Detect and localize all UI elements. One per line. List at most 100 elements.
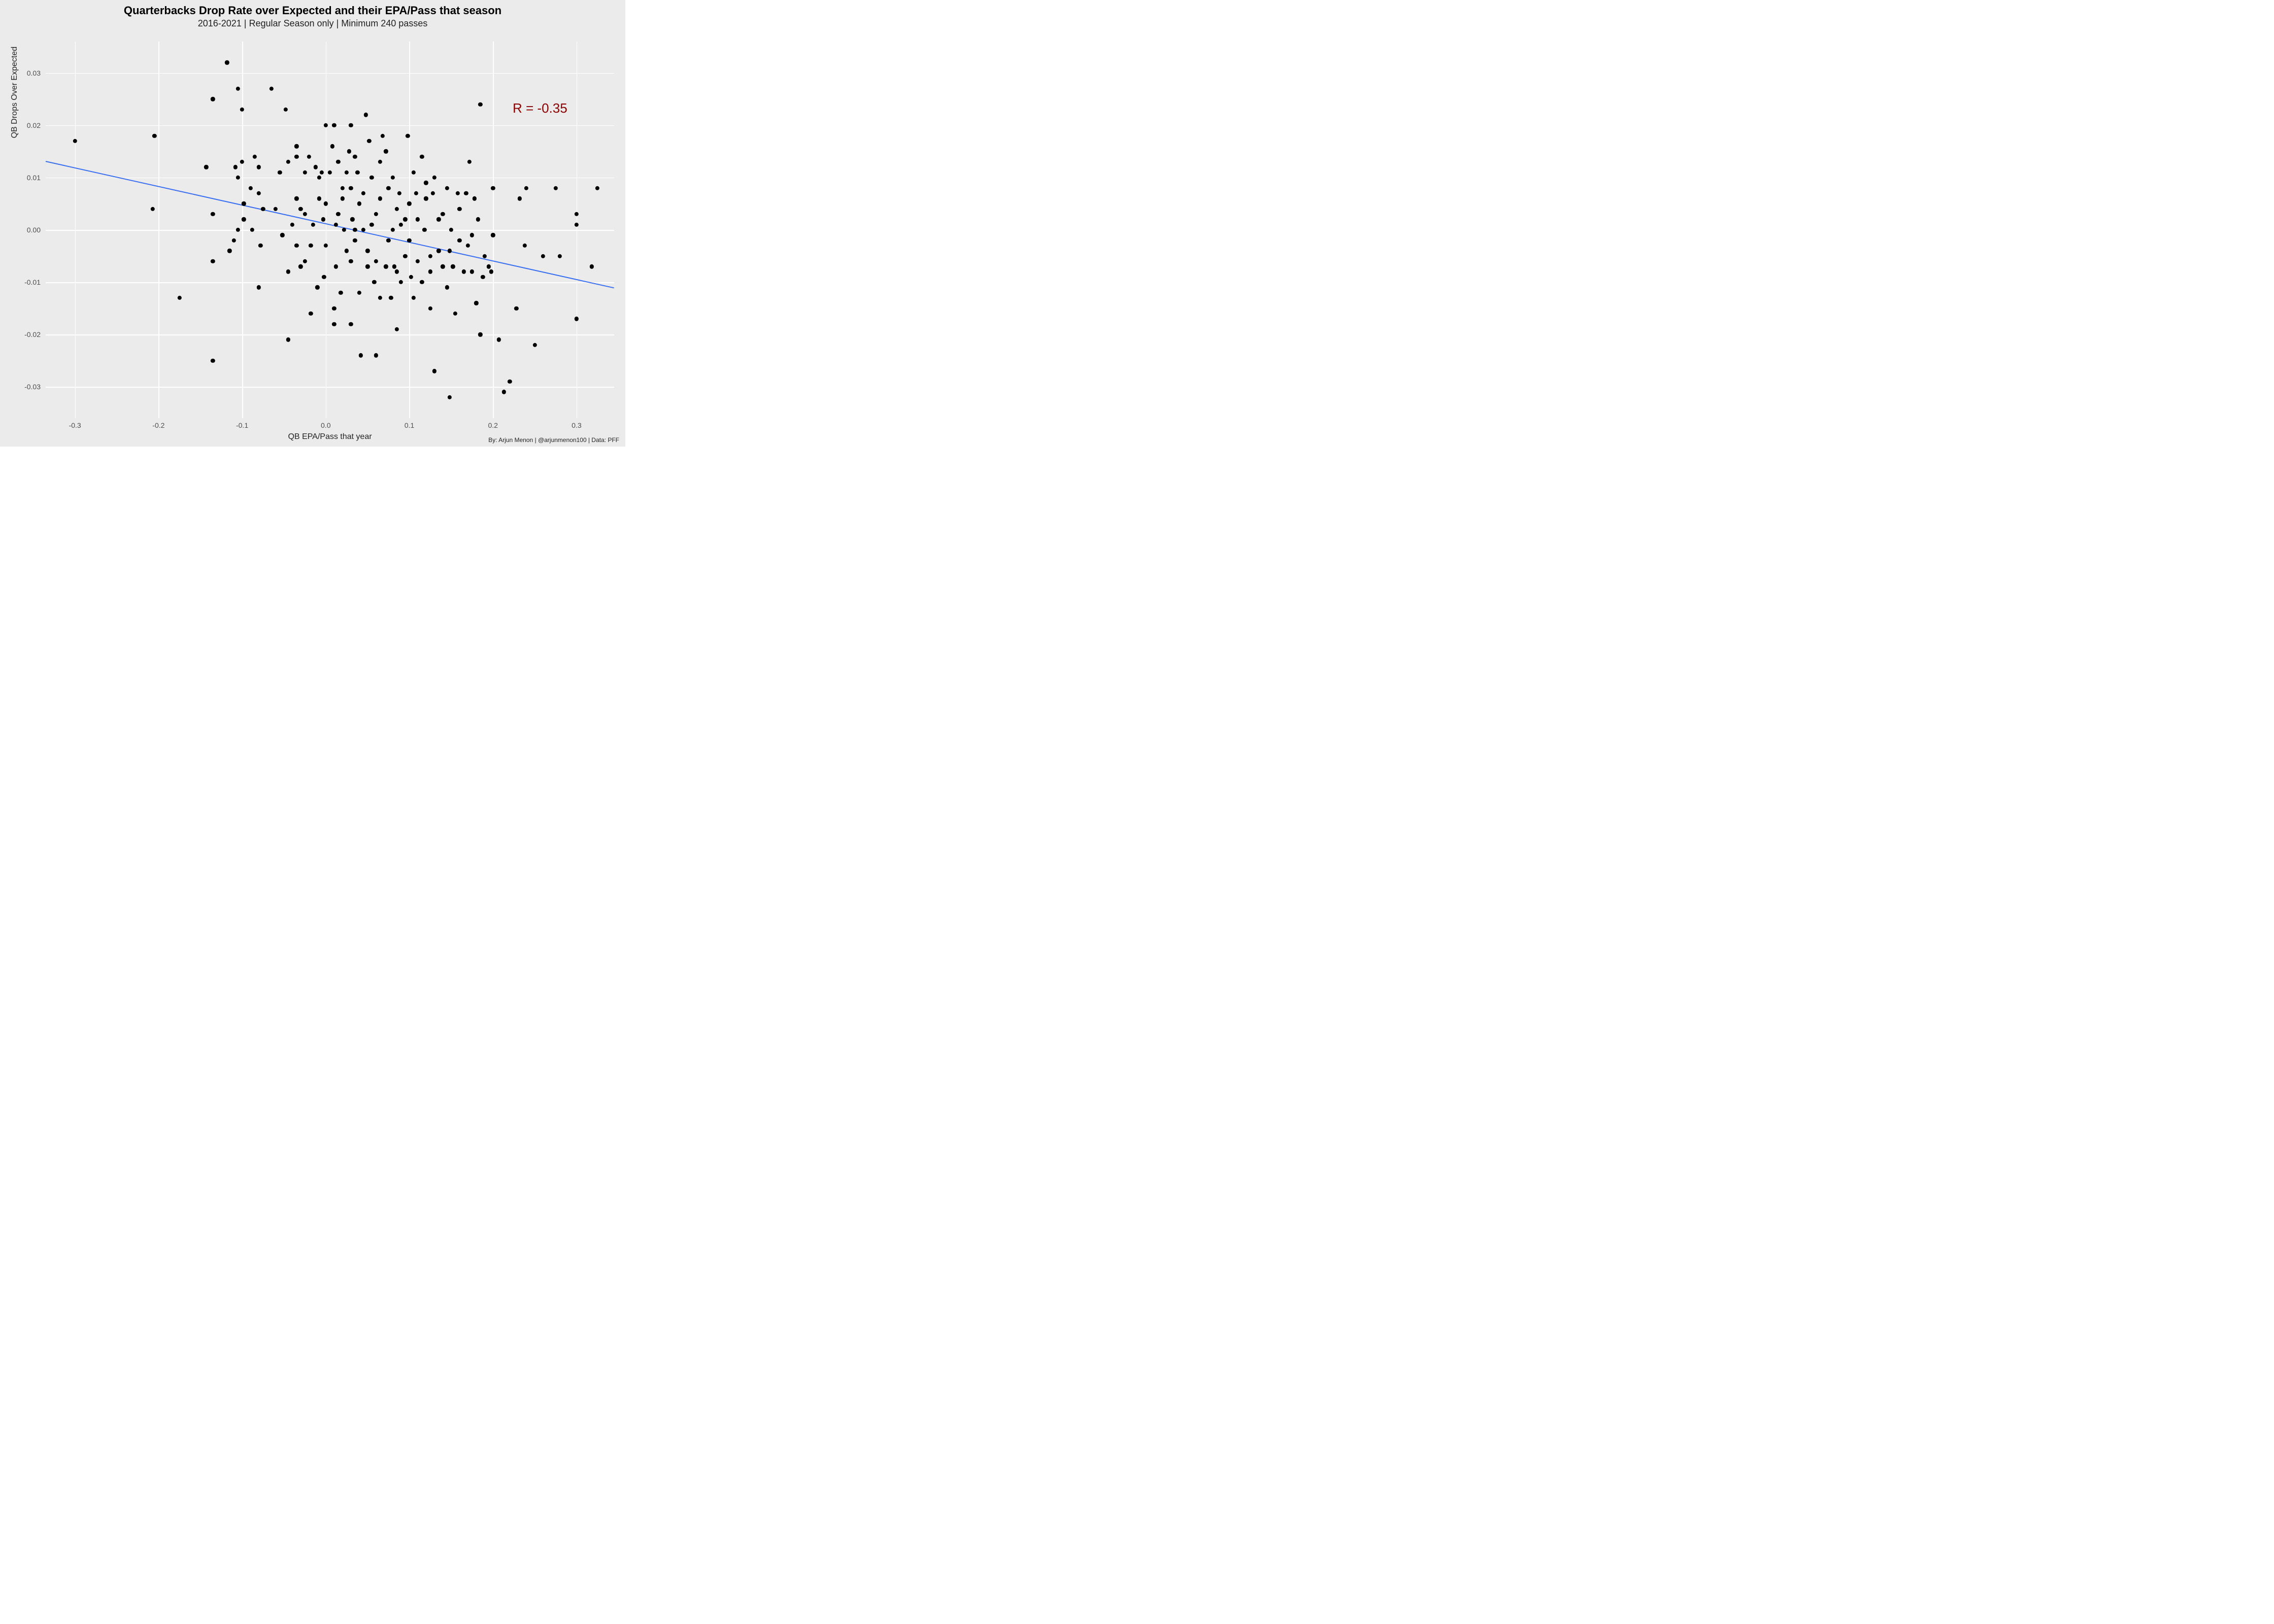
data-point <box>497 337 501 342</box>
data-point <box>350 217 354 221</box>
data-point <box>284 108 288 112</box>
data-point <box>554 186 558 190</box>
data-point <box>589 264 593 268</box>
data-point <box>365 249 370 253</box>
data-point <box>374 353 378 357</box>
data-point <box>416 217 420 221</box>
data-point <box>345 170 349 174</box>
data-point <box>332 123 336 127</box>
data-point <box>441 212 445 216</box>
data-point <box>464 191 468 195</box>
data-point <box>367 139 371 143</box>
data-point <box>428 254 432 258</box>
data-point <box>470 233 474 237</box>
data-point <box>378 196 382 200</box>
data-point <box>370 222 374 226</box>
data-point <box>365 264 370 268</box>
data-point <box>257 285 261 289</box>
y-tick-label: 0.02 <box>0 121 41 129</box>
data-point <box>257 165 261 169</box>
data-point <box>332 306 336 310</box>
data-point <box>342 228 346 232</box>
data-point <box>483 254 487 258</box>
data-point <box>258 244 262 248</box>
regression-line <box>46 161 614 288</box>
data-point <box>311 222 315 226</box>
data-point <box>286 160 290 164</box>
data-point <box>541 254 545 258</box>
data-point <box>474 301 478 305</box>
x-tick-label: 0.0 <box>321 421 330 429</box>
data-point <box>399 222 403 226</box>
data-point <box>424 181 428 185</box>
data-point <box>437 249 441 253</box>
data-point <box>445 186 449 190</box>
data-point <box>558 254 562 258</box>
data-point <box>317 196 321 200</box>
x-tick-label: -0.1 <box>236 421 248 429</box>
data-point <box>307 155 311 159</box>
data-point <box>372 280 376 284</box>
data-point <box>384 149 388 153</box>
data-point <box>364 113 368 117</box>
data-point <box>303 170 307 174</box>
data-point <box>386 186 390 190</box>
data-point <box>447 395 451 399</box>
data-point <box>420 155 424 159</box>
plot-panel <box>46 42 614 418</box>
data-point <box>473 196 477 200</box>
data-point <box>478 332 482 336</box>
data-point <box>390 228 394 232</box>
data-point <box>274 207 278 211</box>
data-point <box>491 233 495 237</box>
data-point <box>447 249 451 253</box>
data-point <box>227 249 231 253</box>
y-tick-label: 0.01 <box>0 174 41 182</box>
data-point <box>211 97 215 101</box>
data-point <box>508 380 512 384</box>
data-point <box>211 358 215 362</box>
data-point <box>403 217 407 221</box>
data-point <box>204 165 208 169</box>
data-point <box>514 306 518 310</box>
data-point <box>437 217 441 221</box>
data-point <box>290 222 294 226</box>
data-point <box>257 191 261 195</box>
data-point <box>414 191 418 195</box>
data-point <box>428 306 432 310</box>
data-point <box>359 353 363 357</box>
data-point <box>152 133 156 138</box>
data-point <box>453 312 457 316</box>
data-point <box>328 170 332 174</box>
data-point <box>430 191 434 195</box>
data-point <box>381 133 385 138</box>
data-point <box>336 160 340 164</box>
data-point <box>236 87 240 91</box>
data-point <box>332 322 336 326</box>
data-point <box>392 264 396 268</box>
data-point <box>428 269 432 274</box>
data-point <box>412 170 416 174</box>
data-point <box>467 160 472 164</box>
data-point <box>361 191 365 195</box>
data-point <box>575 222 579 226</box>
data-point <box>333 264 338 268</box>
data-point <box>73 139 77 143</box>
x-tick-label: 0.2 <box>488 421 497 429</box>
y-tick-label: -0.01 <box>0 278 41 286</box>
data-point <box>278 170 282 174</box>
data-point <box>294 244 298 248</box>
data-point <box>353 155 357 159</box>
grid-line-horizontal <box>46 334 614 335</box>
data-point <box>211 212 215 216</box>
data-point <box>270 87 274 91</box>
data-point <box>341 196 345 200</box>
data-point <box>231 238 236 242</box>
data-point <box>339 290 343 294</box>
data-point <box>286 337 290 342</box>
data-point <box>253 155 257 159</box>
data-point <box>478 102 482 106</box>
data-point <box>298 264 303 268</box>
data-point <box>432 176 437 180</box>
data-point <box>303 212 307 216</box>
